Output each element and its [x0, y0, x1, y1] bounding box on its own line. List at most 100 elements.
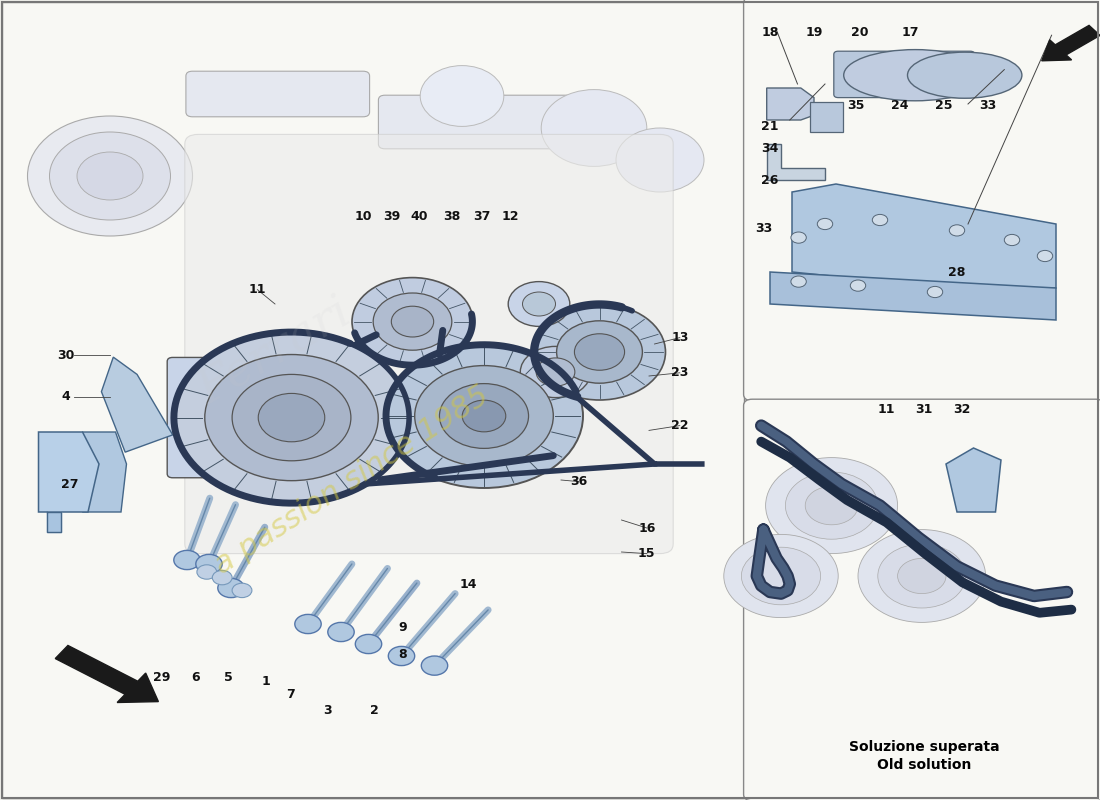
Text: 37: 37: [473, 210, 491, 222]
Text: 38: 38: [443, 210, 461, 222]
Circle shape: [858, 530, 986, 622]
Text: 29: 29: [153, 671, 170, 684]
Text: 4: 4: [62, 390, 70, 403]
Text: 1: 1: [262, 675, 271, 688]
Text: Ferrari: Ferrari: [190, 290, 360, 414]
Circle shape: [536, 358, 575, 386]
Circle shape: [205, 354, 378, 481]
FancyBboxPatch shape: [834, 51, 975, 98]
Circle shape: [927, 286, 943, 298]
Text: 27: 27: [60, 478, 78, 491]
FancyArrow shape: [55, 646, 158, 702]
Text: 13: 13: [671, 331, 689, 344]
Circle shape: [949, 225, 965, 236]
Text: 12: 12: [502, 210, 519, 222]
Text: 7: 7: [286, 688, 295, 701]
Circle shape: [328, 622, 354, 642]
Circle shape: [462, 400, 506, 432]
Text: 24: 24: [891, 99, 909, 112]
Text: 11: 11: [249, 283, 266, 296]
Circle shape: [872, 214, 888, 226]
Circle shape: [522, 292, 556, 316]
Circle shape: [355, 634, 382, 654]
Circle shape: [352, 278, 473, 366]
Text: 26: 26: [761, 174, 779, 187]
Polygon shape: [101, 357, 173, 452]
Circle shape: [373, 293, 452, 350]
FancyBboxPatch shape: [744, 399, 1100, 800]
Polygon shape: [82, 432, 126, 512]
Circle shape: [534, 304, 666, 400]
Text: 28: 28: [948, 266, 966, 278]
Text: 35: 35: [847, 99, 865, 112]
Text: 8: 8: [398, 648, 407, 661]
Circle shape: [791, 232, 806, 243]
Polygon shape: [946, 448, 1001, 512]
Circle shape: [1004, 234, 1020, 246]
Text: 34: 34: [761, 142, 779, 155]
Circle shape: [520, 346, 591, 398]
Circle shape: [850, 280, 866, 291]
Text: 22: 22: [671, 419, 689, 432]
Text: 39: 39: [383, 210, 400, 222]
Circle shape: [1037, 250, 1053, 262]
Circle shape: [77, 152, 143, 200]
Circle shape: [420, 66, 504, 126]
FancyBboxPatch shape: [186, 71, 370, 117]
Polygon shape: [47, 512, 60, 532]
Circle shape: [258, 394, 324, 442]
Text: 40: 40: [410, 210, 428, 222]
Text: 18: 18: [761, 26, 779, 38]
Text: 10: 10: [354, 210, 372, 222]
Circle shape: [415, 366, 553, 466]
Text: 23: 23: [671, 366, 689, 379]
Polygon shape: [39, 432, 99, 512]
Text: 19: 19: [805, 26, 823, 38]
FancyBboxPatch shape: [744, 0, 1100, 401]
Text: 30: 30: [57, 349, 75, 362]
Polygon shape: [792, 184, 1056, 292]
Text: 3: 3: [323, 704, 332, 717]
Circle shape: [388, 646, 415, 666]
Circle shape: [557, 321, 642, 383]
Circle shape: [898, 558, 946, 594]
Circle shape: [295, 614, 321, 634]
FancyBboxPatch shape: [378, 95, 612, 149]
FancyBboxPatch shape: [167, 358, 273, 478]
Polygon shape: [770, 272, 1056, 320]
Circle shape: [50, 132, 170, 220]
Circle shape: [385, 344, 583, 488]
Text: 32: 32: [953, 403, 970, 416]
Text: 6: 6: [191, 671, 200, 684]
Circle shape: [805, 486, 858, 525]
Text: 5: 5: [224, 671, 233, 684]
Circle shape: [232, 374, 351, 461]
Text: 2: 2: [370, 704, 378, 717]
Circle shape: [574, 334, 625, 370]
Text: 33: 33: [979, 99, 997, 112]
Polygon shape: [767, 144, 825, 180]
Circle shape: [785, 472, 878, 539]
Circle shape: [508, 282, 570, 326]
FancyArrow shape: [1042, 26, 1100, 61]
Circle shape: [212, 570, 232, 585]
Ellipse shape: [844, 50, 987, 101]
Circle shape: [724, 534, 838, 618]
Text: 11: 11: [878, 403, 895, 416]
Bar: [2, 2, 744, 798]
Text: 17: 17: [902, 26, 920, 38]
Text: 20: 20: [851, 26, 869, 38]
Circle shape: [817, 218, 833, 230]
Text: 21: 21: [761, 120, 779, 133]
Circle shape: [616, 128, 704, 192]
FancyBboxPatch shape: [810, 102, 843, 132]
Circle shape: [439, 384, 528, 448]
Text: 31: 31: [915, 403, 933, 416]
Text: Soluzione superata: Soluzione superata: [849, 740, 999, 754]
Circle shape: [218, 578, 244, 598]
Text: Old solution: Old solution: [877, 758, 971, 772]
Circle shape: [197, 565, 217, 579]
Text: 14: 14: [460, 578, 477, 590]
Circle shape: [232, 583, 252, 598]
Circle shape: [421, 656, 448, 675]
